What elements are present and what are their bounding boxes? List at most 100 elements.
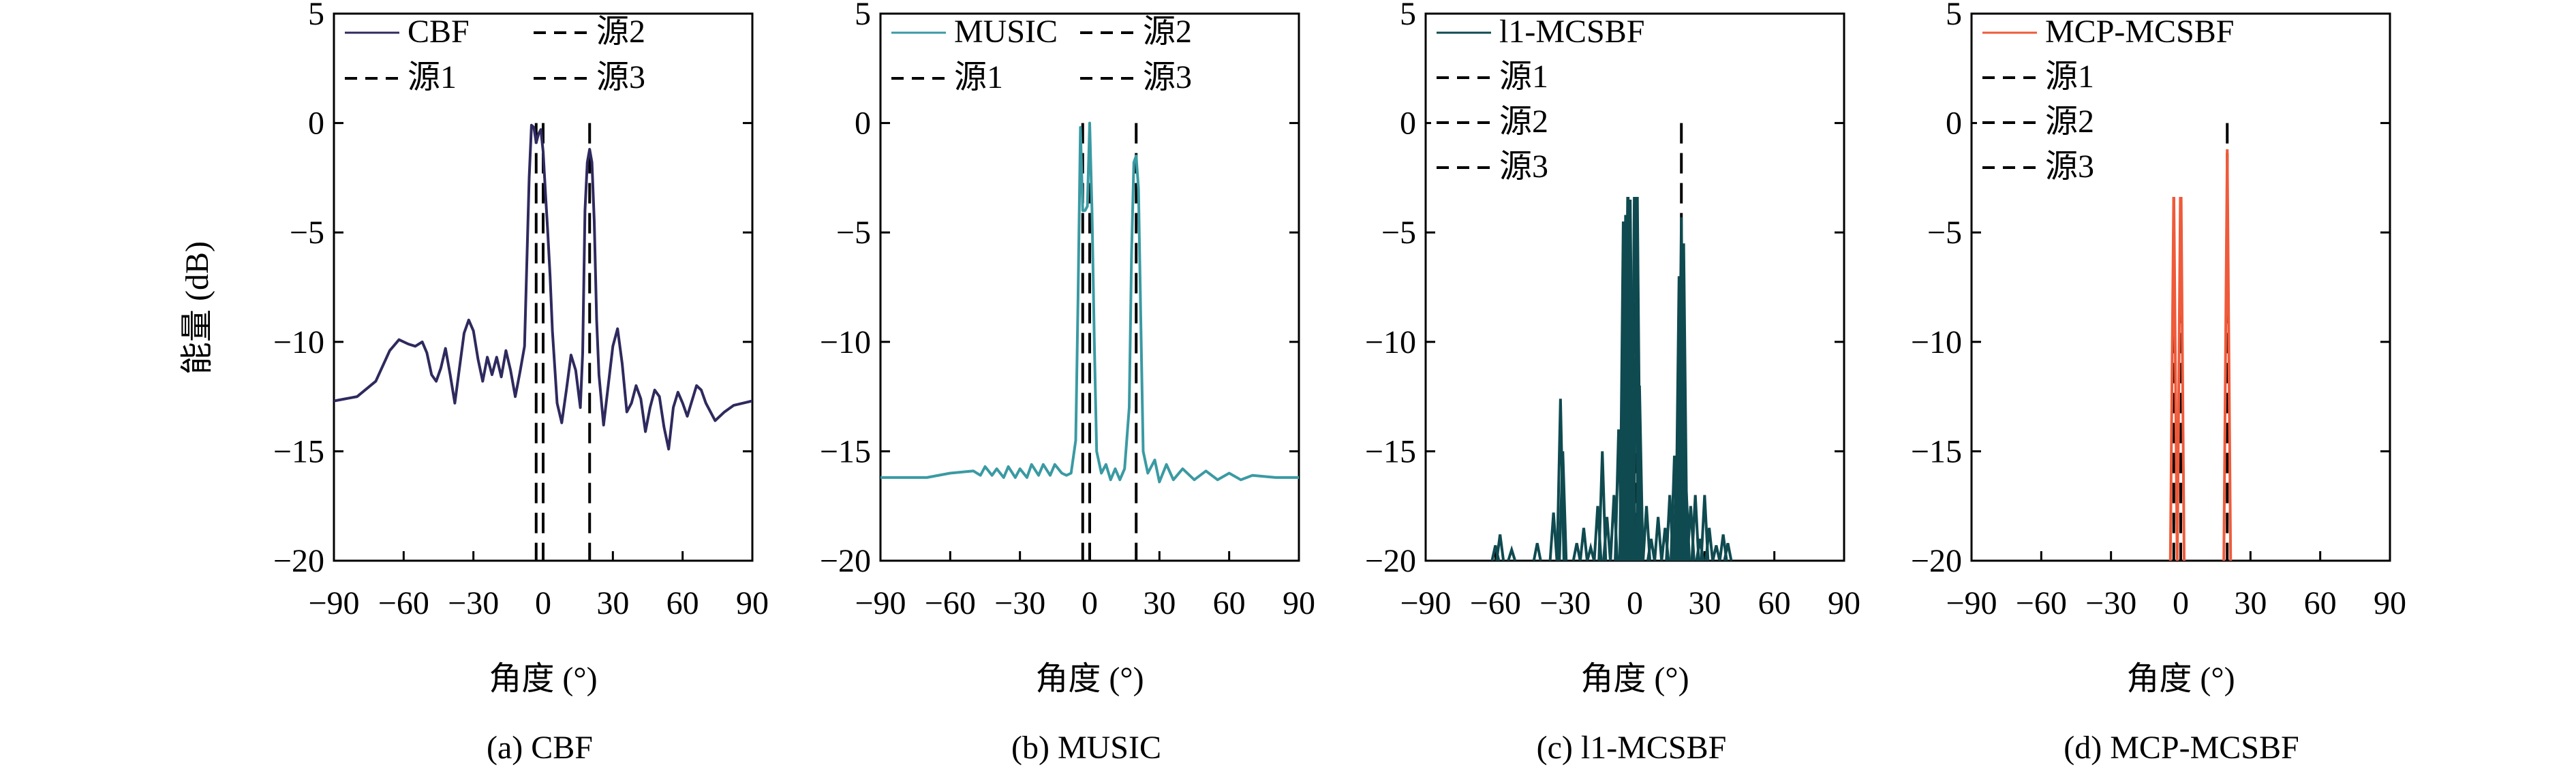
legend-label-0-1: 源2 [596,14,645,50]
series-peak-2-22 [1634,386,1644,561]
ytick-label-3-3: −10 [1911,324,1962,360]
ytick-label-1-3: −10 [820,324,871,360]
xtick-label-1-1: −60 [925,585,976,621]
series-peak-2-41 [1723,542,1733,561]
x-axis-label-2: 角度 (°) [1580,661,1689,697]
ytick-label-3-2: −5 [1927,215,1962,251]
xtick-label-3-2: −30 [2085,585,2136,621]
xtick-label-2-0: −90 [1400,585,1451,621]
legend-label-0-2: 源1 [408,59,457,95]
series-peak-2-7 [1571,542,1582,561]
legend-label-3-0: MCP-MCSBF [2045,14,2234,50]
series-peak-2-4 [1548,512,1559,561]
panel-caption-3: (d) MCP-MCSBF [2064,730,2299,766]
legend-label-3-2: 源2 [2045,104,2094,140]
xtick-label-3-5: 60 [2304,585,2337,621]
xtick-label-3-4: 30 [2234,585,2267,621]
ytick-label-2-2: −5 [1381,215,1416,251]
series-peak-2-3 [1532,542,1542,561]
panel-2: 5 0 −5 −10 −15 −20 −90 −60 −30 0 30 60 90 l1-MCSBF 源1 源… [1365,0,1860,766]
ytick-label-1-0: 5 [855,0,871,32]
series-peak-2-38 [1704,527,1715,561]
ytick-label-2-0: 5 [1400,0,1416,32]
series-peak-2-31 [1676,217,1687,561]
series-peak-2-8 [1578,527,1589,561]
x-axis-label-0: 角度 (°) [489,661,597,697]
panel-caption-2: (c) l1-MCSBF [1537,730,1727,766]
legend-label-0-0: CBF [408,14,470,50]
legend-label-3-3: 源3 [2045,149,2094,185]
ytick-label-1-2: −5 [836,215,871,251]
xtick-label-3-6: 90 [2374,585,2406,621]
series-peak-2-39 [1711,545,1721,561]
xtick-label-1-5: 60 [1213,585,1246,621]
series-peak-2-32 [1678,243,1689,561]
series-peak-2-23 [1642,506,1652,561]
legend-label-3-1: 源1 [2045,59,2094,95]
xtick-label-2-1: −60 [1470,585,1521,621]
panel-3: 5 0 −5 −10 −15 −20 −90 −60 −30 0 30 60 90 MCP-MCSBF 源1… [1911,0,2406,766]
xtick-label-2-5: 60 [1758,585,1791,621]
xtick-label-1-3: 0 [1082,585,1098,621]
x-axis-label-3: 角度 (°) [2126,661,2235,697]
ytick-label-0-2: −5 [290,215,324,251]
ytick-label-2-3: −10 [1365,324,1416,360]
series-peak-2-9 [1586,542,1596,561]
xtick-label-0-5: 60 [666,585,699,621]
xtick-label-1-0: −90 [855,585,906,621]
ytick-label-1-1: 0 [855,106,871,142]
xtick-label-2-2: −30 [1539,585,1591,621]
xtick-label-0-1: −60 [378,585,429,621]
xtick-label-2-3: 0 [1627,585,1643,621]
series-peak-2-5 [1555,399,1565,561]
panel-0: 5 0 −5 −10 −15 −20 −90 −60 −30 0 30 60 90 CBF 源2 源1 源3 角度… [273,0,769,766]
xtick-label-3-1: −60 [2016,585,2067,621]
ytick-label-3-0: 5 [1946,0,1962,32]
series-peak-2-25 [1653,516,1663,561]
ytick-label-2-4: −15 [1365,433,1416,469]
series-line-1 [880,121,1299,484]
xtick-label-0-2: −30 [448,585,499,621]
panels: 5 0 −5 −10 −15 −20 −90 −60 −30 0 30 60 90 CBF 源2 源1 源3 角度… [273,0,2406,766]
series-peak-2-11 [1597,451,1608,561]
legend-label-2-2: 源2 [1499,104,1548,140]
ytick-label-0-0: 5 [308,0,324,32]
xtick-label-0-4: 30 [596,585,629,621]
xtick-label-0-0: −90 [308,585,359,621]
ytick-label-3-4: −15 [1911,433,1962,469]
xtick-label-0-3: 0 [535,585,551,621]
panel-1: 5 0 −5 −10 −15 −20 −90 −60 −30 0 30 60 90 MUSIC 源2 源1 源3… [820,0,1315,766]
legend-label-0-3: 源3 [596,59,645,95]
series-line-0 [334,123,752,451]
xtick-label-2-6: 90 [1828,585,1860,621]
series-peak-2-6 [1558,451,1568,561]
xtick-label-1-4: 30 [1143,585,1176,621]
legend-label-2-1: 源1 [1499,59,1548,95]
legend-label-1-2: 源1 [954,59,1003,95]
xtick-label-3-0: −90 [1946,585,1997,621]
xtick-label-0-6: 90 [736,585,769,621]
ytick-label-0-4: −15 [273,433,324,469]
x-axis-label-1: 角度 (°) [1035,661,1144,697]
panel-caption-0: (a) CBF [487,730,593,766]
ytick-label-2-5: −20 [1365,543,1416,579]
ytick-label-2-1: 0 [1400,106,1416,142]
panel-caption-1: (b) MUSIC [1011,730,1161,766]
series-peak-2-35 [1690,495,1700,561]
legend-label-1-1: 源2 [1143,14,1192,50]
xtick-label-3-3: 0 [2173,585,2189,621]
series-peak-2-24 [1646,538,1656,561]
ytick-label-0-5: −20 [273,543,324,579]
legend-label-1-0: MUSIC [954,14,1058,50]
ytick-label-1-4: −15 [820,433,871,469]
legend-label-2-3: 源3 [1499,149,1548,185]
ytick-label-1-5: −20 [820,543,871,579]
series-peak-2-1 [1495,534,1505,561]
ytick-label-0-1: 0 [308,106,324,142]
ytick-label-3-5: −20 [1911,543,1962,579]
ytick-label-0-3: −10 [273,324,324,360]
legend-label-2-0: l1-MCSBF [1499,14,1644,50]
y-axis-label: 能量 (dB) [179,241,215,375]
ytick-label-3-1: 0 [1946,106,1962,142]
